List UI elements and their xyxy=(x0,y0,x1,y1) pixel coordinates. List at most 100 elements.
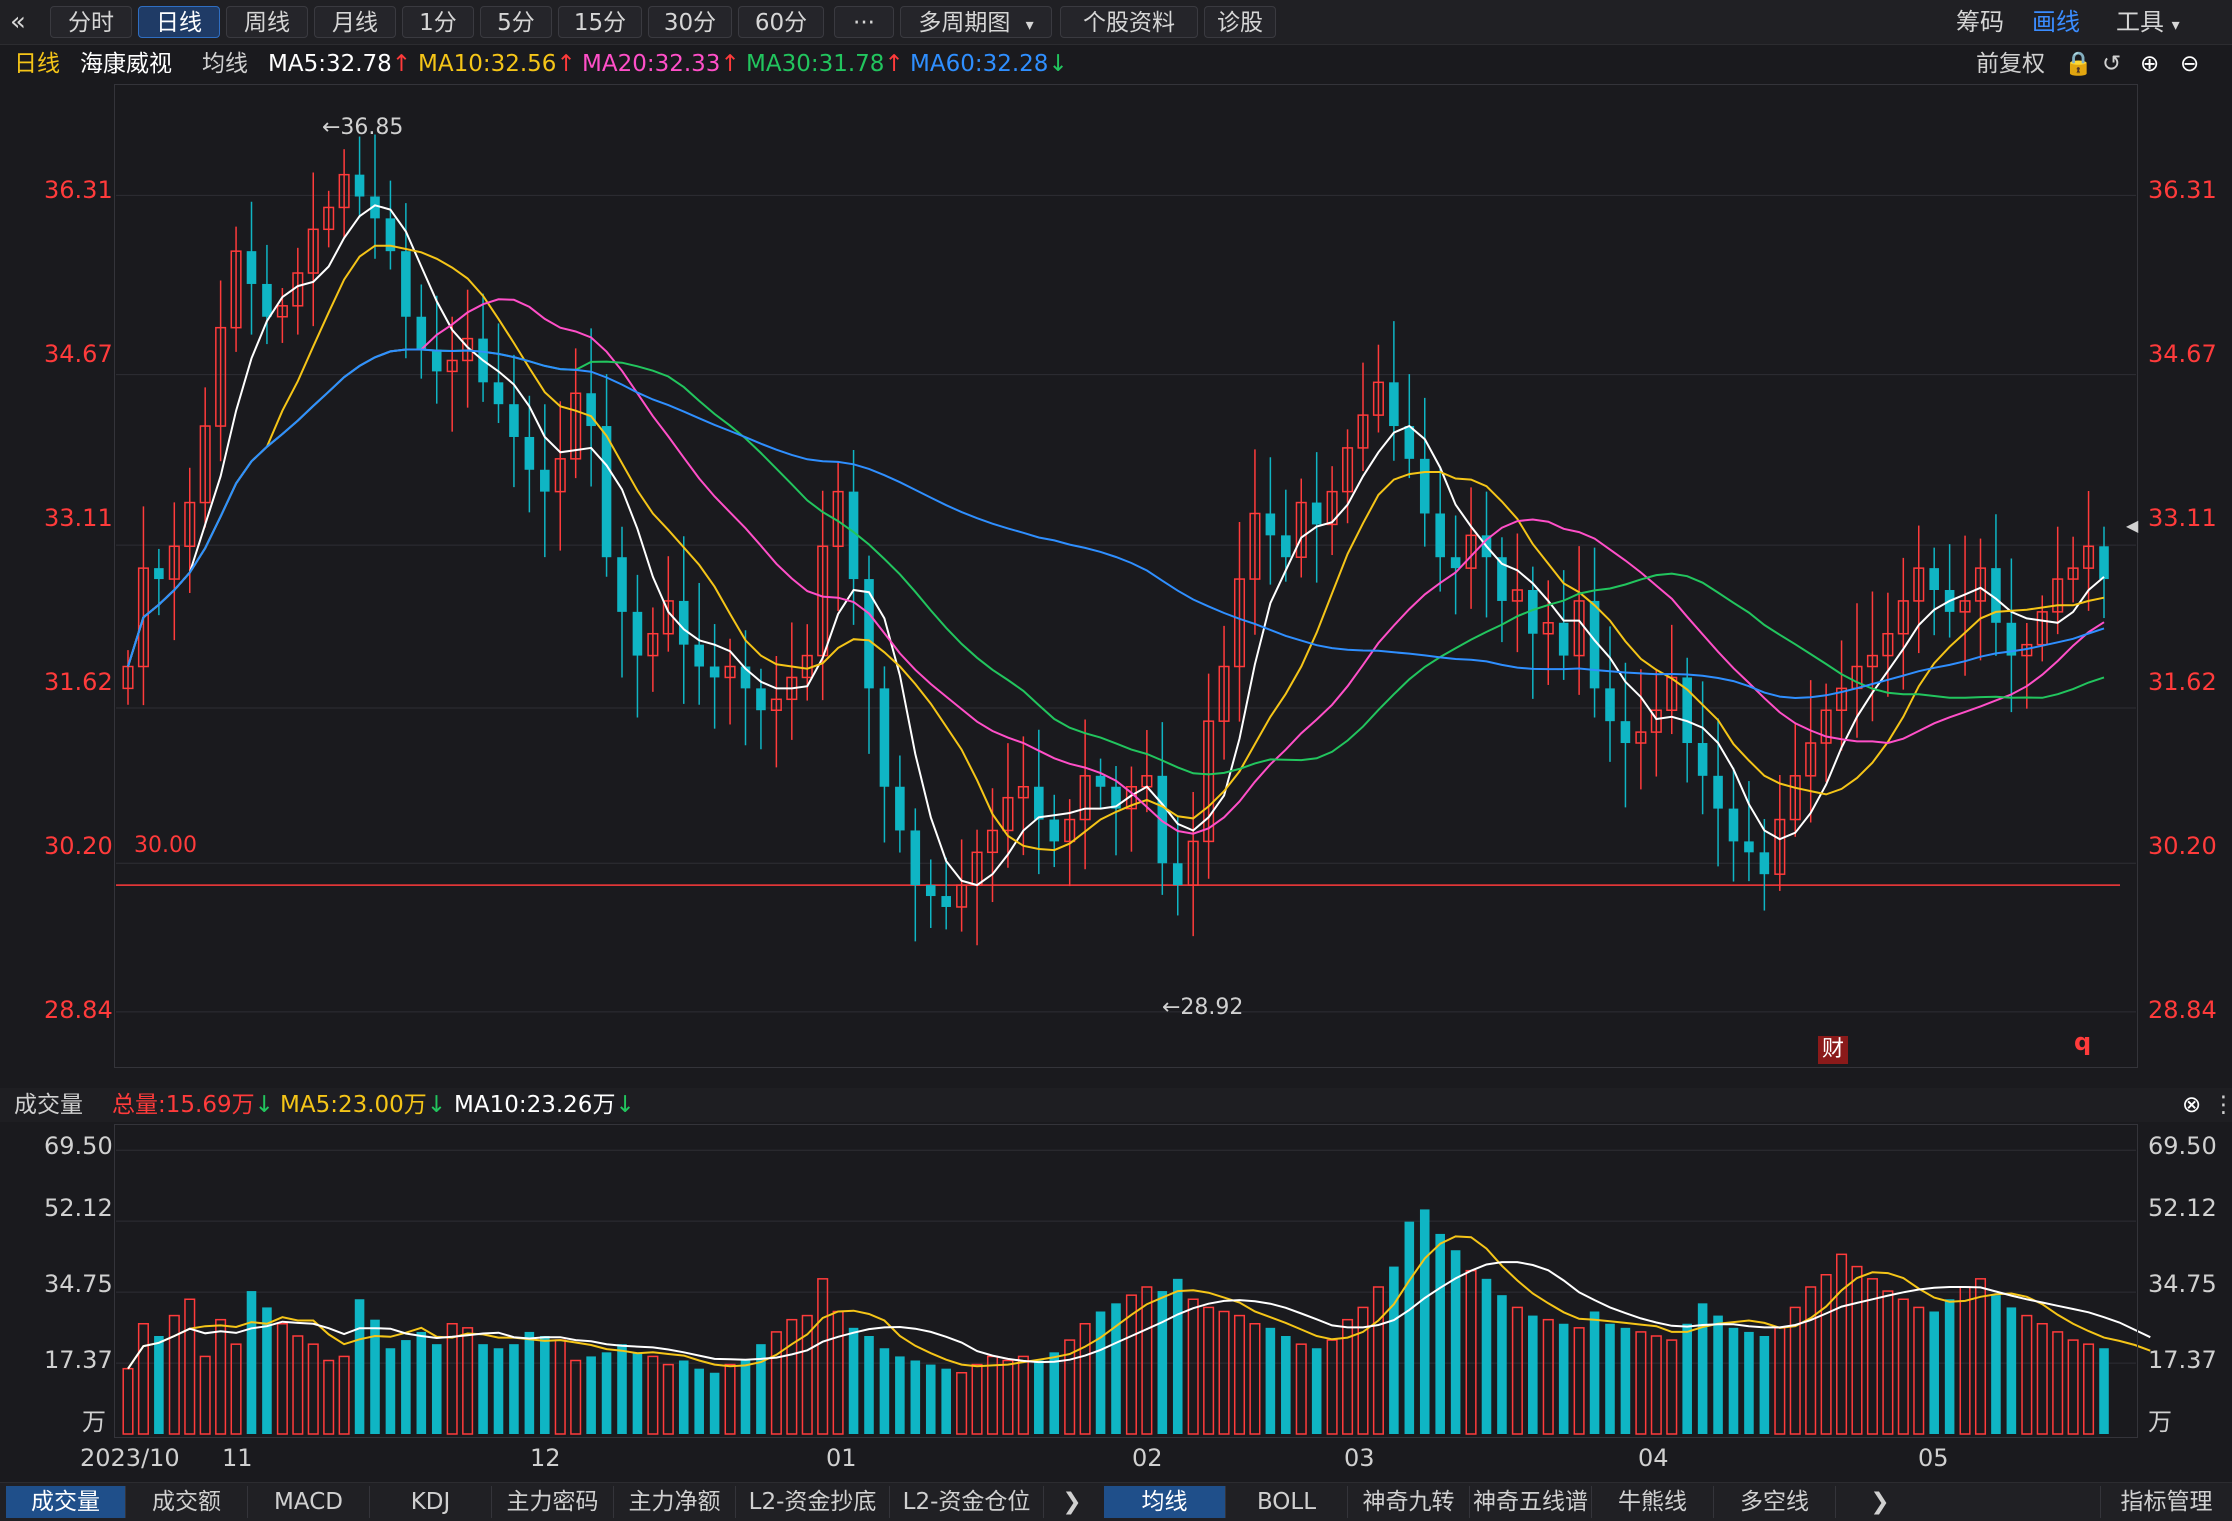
tools-label: 工具 xyxy=(2116,8,2164,36)
volume-bar-up xyxy=(1897,1298,1909,1435)
period-button-6[interactable]: 15分 xyxy=(558,6,642,38)
candle-body-up xyxy=(1295,501,1307,558)
scroll-right-icon[interactable]: ❯ xyxy=(1062,1489,1082,1515)
ma-info-bar: 日线 海康威视 均线 MA5:32.78↑ MA10:32.56↑ MA20:3… xyxy=(0,46,2232,82)
diagnose-button[interactable]: 诊股 xyxy=(1204,6,1276,38)
indicator-tab-right-1[interactable]: BOLL xyxy=(1226,1486,1348,1518)
indicator-tab-left-4[interactable]: 主力密码 xyxy=(492,1486,614,1518)
finance-badge[interactable]: 财 xyxy=(1818,1036,1849,1064)
volume-bar-up xyxy=(1125,1294,1137,1435)
zoom-out-icon[interactable]: ⊖ xyxy=(2180,51,2200,77)
indicator-tab-right-4[interactable]: 牛熊线 xyxy=(1592,1486,1714,1518)
indicator-tab-left-6[interactable]: L2-资金抄底 xyxy=(736,1486,890,1518)
volume-bar-up xyxy=(971,1363,983,1435)
indicator-tab-right-2[interactable]: 神奇九转 xyxy=(1348,1486,1470,1518)
volume-bar-down xyxy=(740,1360,751,1434)
ma30-value: MA30:31.78↑ xyxy=(746,51,904,77)
arrow-down-icon: ↓ xyxy=(426,1092,447,1118)
volume-tick-label: 17.37 xyxy=(2148,1346,2217,1374)
indicator-tab-left-3[interactable]: KDJ xyxy=(370,1486,492,1518)
volume-bar-up xyxy=(199,1355,211,1435)
volume-ma5: MA5:23.00万↓ xyxy=(280,1092,447,1118)
period-button-7[interactable]: 30分 xyxy=(648,6,732,38)
indicator-tab-left-1[interactable]: 成交额 xyxy=(126,1486,248,1518)
candle-body-up xyxy=(1635,731,1647,744)
period-button-3[interactable]: 月线 xyxy=(314,6,396,38)
candle-body-down xyxy=(678,600,689,645)
indicator-tab-right-3[interactable]: 神奇五线谱 xyxy=(1470,1486,1592,1518)
candle-body-up xyxy=(338,173,350,209)
q-marker[interactable]: q xyxy=(2074,1028,2092,1056)
volume-bar-down xyxy=(1991,1295,2001,1434)
tools-button[interactable]: 工具 ▾ xyxy=(2116,6,2180,38)
candle-body-up xyxy=(570,392,582,460)
close-icon[interactable]: ⊗ xyxy=(2182,1092,2202,1118)
volume-title: 成交量 xyxy=(14,1092,83,1118)
indicator-tab-left-5[interactable]: 主力净额 xyxy=(614,1486,736,1518)
candle-body-up xyxy=(230,250,242,329)
volume-bar-down xyxy=(1944,1299,1955,1434)
adjust-dropdown[interactable]: 前复权 xyxy=(1976,51,2045,77)
price-tick-label: 28.84 xyxy=(2148,996,2217,1024)
volume-bar-down xyxy=(1034,1360,1044,1434)
volume-bar-up xyxy=(786,1318,798,1435)
chips-button[interactable]: 筹码 xyxy=(1956,8,2004,36)
volume-unit-right: 万 xyxy=(2148,1408,2172,1436)
period-button-8[interactable]: 60分 xyxy=(738,6,824,38)
candle-body-down xyxy=(246,251,257,284)
volume-bar-up xyxy=(1805,1286,1817,1435)
candle-body-down xyxy=(694,644,704,667)
candle-body-up xyxy=(137,567,149,668)
volume-bar-down xyxy=(895,1356,905,1434)
candle-body-down xyxy=(385,218,396,252)
multi-period-button[interactable]: 多周期图 ▾ xyxy=(900,6,1052,38)
zoom-in-icon[interactable]: ⊕ xyxy=(2140,51,2160,77)
undo-icon[interactable]: ↺ xyxy=(2102,51,2122,77)
indicator-manage-button[interactable]: 指标管理 xyxy=(2100,1486,2232,1518)
more-button[interactable]: ··· xyxy=(834,6,894,38)
indicator-tab-left-0[interactable]: 成交量 xyxy=(6,1486,126,1518)
volume-bar-down xyxy=(601,1352,612,1434)
candle-body-down xyxy=(1095,775,1106,787)
price-tick-label: 36.31 xyxy=(44,176,113,204)
indicator-tab-right-0[interactable]: 均线 xyxy=(1104,1486,1226,1518)
period-button-1[interactable]: 日线 xyxy=(138,6,220,38)
volume-bar-up xyxy=(1635,1331,1647,1435)
indicator-tab-left-2[interactable]: MACD xyxy=(248,1486,370,1518)
volume-bar-up xyxy=(1650,1335,1662,1435)
candle-body-down xyxy=(540,469,550,492)
candle-body-down xyxy=(416,316,427,350)
candle-body-down xyxy=(910,830,921,886)
volume-bar-up xyxy=(230,1343,242,1435)
candle-body-up xyxy=(1326,490,1338,526)
candle-body-down xyxy=(2099,546,2109,580)
indicator-tab-right-5[interactable]: 多空线 xyxy=(1714,1486,1836,1518)
settings-icon[interactable]: ⋮ xyxy=(2212,1092,2232,1118)
candle-body-down xyxy=(1620,721,1631,744)
volume-bar-down xyxy=(1620,1327,1631,1434)
volume-bar-up xyxy=(1342,1318,1354,1435)
indicator-tab-left-7[interactable]: L2-资金仓位 xyxy=(890,1486,1044,1518)
ma5-value: MA5:32.78↑ xyxy=(268,51,412,77)
price-tick-label: 30.20 xyxy=(2148,832,2217,860)
candle-body-down xyxy=(2006,622,2017,656)
scroll-right-icon-2[interactable]: ❯ xyxy=(1870,1489,1890,1515)
lock-icon[interactable]: 🔒 xyxy=(2064,51,2093,77)
volume-bar-up xyxy=(2067,1339,2079,1435)
stock-info-button[interactable]: 个股资料 xyxy=(1060,6,1198,38)
candle-body-down xyxy=(925,885,936,897)
volume-bar-up xyxy=(1295,1343,1307,1435)
double-chevron-left-icon[interactable]: « xyxy=(10,7,26,37)
period-button-2[interactable]: 周线 xyxy=(226,6,308,38)
ma30-line xyxy=(127,348,2105,776)
period-button-5[interactable]: 5分 xyxy=(480,6,552,38)
volume-bar-down xyxy=(632,1352,643,1434)
candle-body-up xyxy=(1187,840,1199,886)
period-button-0[interactable]: 分时 xyxy=(50,6,132,38)
high-price-label: ←36.85 xyxy=(322,115,404,140)
volume-bar-down xyxy=(1049,1352,1060,1434)
draw-line-button[interactable]: 画线 xyxy=(2032,8,2080,36)
period-button-4[interactable]: 1分 xyxy=(402,6,474,38)
volume-bar-up xyxy=(168,1314,180,1435)
